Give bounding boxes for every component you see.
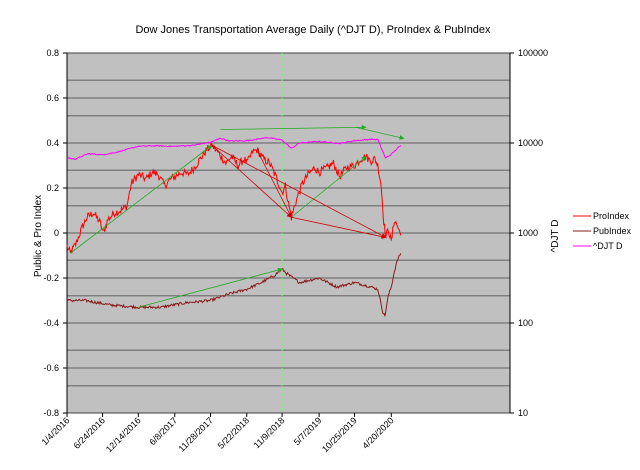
y-tick-label: 0 — [54, 228, 59, 238]
x-tick-label: 5/22/2018 — [216, 415, 251, 450]
y2-tick-label: 1000 — [518, 228, 538, 238]
trendline-arrow — [220, 124, 367, 130]
chart-title: Dow Jones Transportation Average Daily (… — [135, 24, 491, 36]
y-tick-label: -0.6 — [43, 363, 59, 373]
y2-tick-label: 10000 — [518, 138, 543, 148]
y2-tick-label: 10 — [518, 408, 528, 418]
y-tick-label: 0.2 — [46, 183, 59, 193]
x-tick-label: 4/20/2020 — [360, 415, 395, 450]
y2-axis-label: ^DJT D — [550, 220, 561, 253]
y-tick-label: 0.4 — [46, 138, 59, 148]
x-tick-label: 5/7/2019 — [292, 415, 324, 447]
y-tick-label: 0.8 — [46, 48, 59, 58]
y2-tick-label: 100000 — [518, 48, 548, 58]
legend: ProIndex PubIndex ^DJT D — [573, 211, 632, 251]
y2-tick-label: 100 — [518, 318, 533, 328]
x-tick-label: 6/24/2016 — [72, 415, 107, 450]
series-line-proindex — [66, 142, 402, 254]
x-tick-label: 12/14/2016 — [104, 415, 143, 454]
y-tick-label: -0.4 — [43, 318, 59, 328]
trendline-arrow — [211, 144, 292, 218]
y-tick-label: -0.2 — [43, 273, 59, 283]
x-tick-label: 11/9/2018 — [252, 415, 287, 450]
trendline-arrow — [70, 144, 213, 254]
legend-label: ProIndex — [593, 211, 630, 221]
trendline-arrow — [211, 144, 387, 238]
trendline-arrow — [291, 216, 387, 239]
legend-label: PubIndex — [593, 226, 632, 236]
x-tick-label: 1/4/2016 — [40, 415, 72, 447]
series-line-djt-d — [66, 137, 402, 161]
trendline-arrow — [291, 156, 367, 218]
x-tick-label: 6/8/2017 — [147, 415, 179, 447]
y-tick-label: 0.6 — [46, 93, 59, 103]
y-axis-label: Public & Pro Index — [33, 195, 44, 277]
x-tick-label: 10/25/2019 — [320, 415, 359, 454]
trendline-arrow — [256, 149, 292, 218]
y-tick-label: -0.8 — [43, 408, 59, 418]
plot-area: 0.8 0.6 0.4 0.2 0 -0.2 -0.4 -0.6 -0.8 100000 10000… — [40, 48, 548, 454]
series-line-pubindex — [66, 253, 402, 317]
trendline-arrow — [138, 267, 283, 308]
legend-label: ^DJT D — [593, 241, 623, 251]
x-tick-label: 11/28/2017 — [176, 415, 214, 453]
